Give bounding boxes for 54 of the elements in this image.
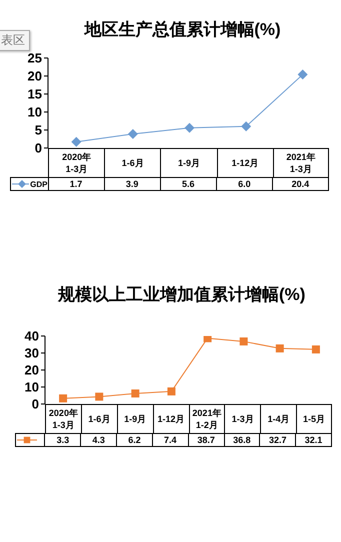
- point: [240, 337, 248, 346]
- point: [71, 136, 82, 147]
- point: [59, 394, 68, 402]
- point: [241, 121, 252, 132]
- x-tick-label: 1-9月: [116, 405, 153, 433]
- x-tick-label: 2021年 1-3月: [272, 149, 329, 177]
- data-label: 3.3: [44, 434, 80, 446]
- x-tick-label: 2021年 1-2月: [188, 405, 224, 433]
- y-tick-label: 20: [28, 68, 42, 84]
- data-label: 32.7: [259, 434, 296, 446]
- y-tick-label: 20: [24, 362, 39, 378]
- point: [312, 345, 320, 354]
- data-label: 4.3: [80, 434, 116, 446]
- y-tick-label: 15: [28, 86, 42, 102]
- data-label: 6.0: [216, 178, 272, 190]
- point: [131, 389, 140, 398]
- x-tick-label: 1-12月: [152, 405, 188, 433]
- data-label: 36.8: [224, 434, 260, 446]
- x-tick-label: 1-6月: [104, 149, 160, 177]
- x-tick-label: 1-6月: [80, 405, 117, 433]
- point: [276, 344, 284, 352]
- legend-label: GDP: [30, 180, 48, 188]
- x-tick-label: 1-12月: [216, 149, 273, 177]
- point: [95, 392, 104, 401]
- y-tick-label: 10: [24, 380, 39, 395]
- y-tick-label: 40: [24, 328, 39, 344]
- y-tick-label: 5: [34, 122, 42, 138]
- data-label: 3.9: [104, 178, 160, 190]
- data-label: 7.4: [152, 434, 188, 446]
- point: [204, 336, 212, 342]
- point: [128, 128, 138, 139]
- x-tick-label: 1-5月: [296, 405, 332, 433]
- point: [184, 122, 194, 133]
- y-tick-label: 10: [28, 104, 42, 120]
- y-tick-label: 30: [24, 346, 39, 361]
- x-tick-label: 2020年 1-3月: [45, 405, 81, 433]
- y-tick-label: 25: [28, 50, 42, 66]
- x-tick-label: 1-9月: [160, 149, 217, 177]
- data-label: 38.7: [188, 434, 224, 446]
- data-label: 32.1: [295, 434, 331, 446]
- x-tick-label: 1-4月: [260, 405, 296, 433]
- data-label: 20.4: [272, 178, 328, 190]
- x-tick-label: 1-3月: [224, 405, 260, 433]
- y-tick-label: 0: [32, 396, 39, 412]
- point: [167, 387, 176, 396]
- data-label: 1.7: [48, 178, 104, 190]
- point: [298, 70, 308, 80]
- y-tick-label: 0: [34, 140, 42, 156]
- chart-title: 地区生产总值累计增幅(%): [84, 20, 281, 39]
- data-label: 6.2: [116, 434, 152, 446]
- chart-title: 规模以上工业增加值累计增幅(%): [56, 284, 306, 306]
- data-label: 5.6: [160, 178, 216, 190]
- x-tick-label: 2020年 1-3月: [48, 149, 104, 177]
- text: 表区: [0, 30, 30, 51]
